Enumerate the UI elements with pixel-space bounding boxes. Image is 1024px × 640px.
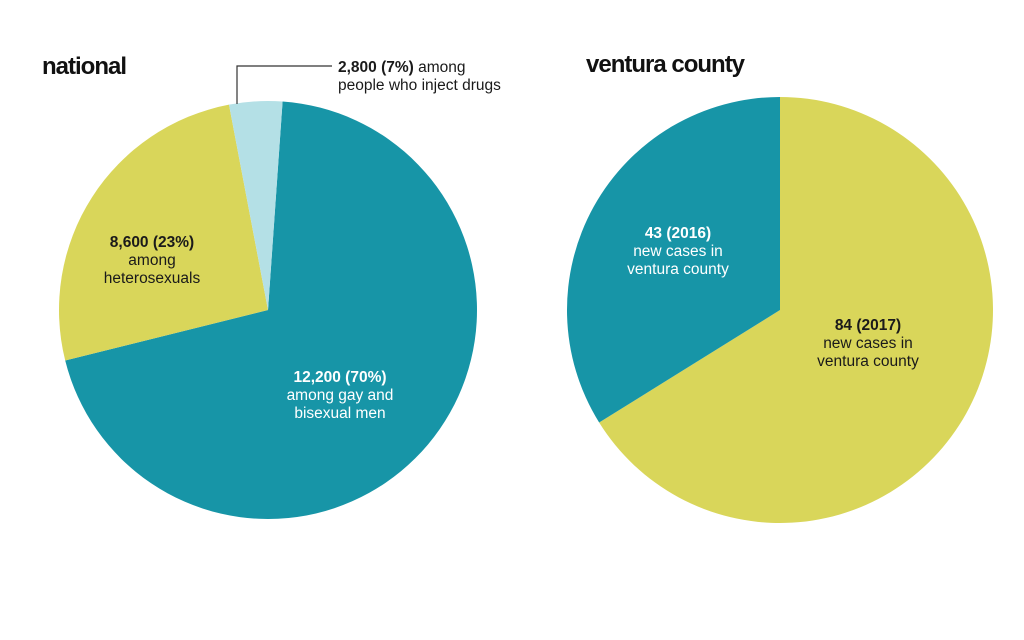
label-heterosexuals-line: among [128,252,175,269]
ventura-slice-2016 [566,97,780,423]
national-pie [59,100,478,520]
label-2017: 84 (2017) new cases in ventura county [817,317,919,370]
label-heterosexuals-line: 8,600 (23%) [110,234,194,251]
label-2016-line: ventura county [627,261,729,278]
label-gay-bisexual-men-line: among gay and [287,387,394,404]
slice-labels: 12,200 (70%) among gay and bisexual men 8,6… [104,59,919,422]
label-2016-line: 43 (2016) [645,225,711,242]
ventura-slice-2017 [599,97,993,523]
label-gay-bisexual-men-line: 12,200 (70%) [293,369,386,386]
label-idu-among: among [414,59,466,76]
label-heterosexuals: 8,600 (23%) among heterosexuals [104,234,201,287]
label-heterosexuals-line: heterosexuals [104,270,201,287]
label-gay-bisexual-men-line: bisexual men [294,405,385,422]
callout-line [236,65,332,104]
ventura-pie [566,97,993,523]
ventura-chart-title: ventura county [586,51,746,78]
label-idu-line1: 2,800 (7%) among [338,59,466,76]
national-slice-people-who-inject-drugs [228,100,283,310]
label-2017-line: ventura county [817,353,919,370]
national-chart-title: national [42,53,126,80]
label-idu-value: 2,800 (7%) [338,59,414,76]
label-2016-line: new cases in [633,243,723,260]
label-gay-bisexual-men: 12,200 (70%) among gay and bisexual men [287,369,394,422]
national-slice-gay-and-bisexual-men [65,101,478,520]
label-2016: 43 (2016) new cases in ventura county [627,225,729,278]
label-people-who-inject-drugs: 2,800 (7%) among people who inject drugs [338,59,501,94]
label-idu-line2: people who inject drugs [338,77,501,94]
label-2017-line: new cases in [823,335,913,352]
national-slice-heterosexuals [59,104,269,361]
label-2017-line: 84 (2017) [835,317,901,334]
